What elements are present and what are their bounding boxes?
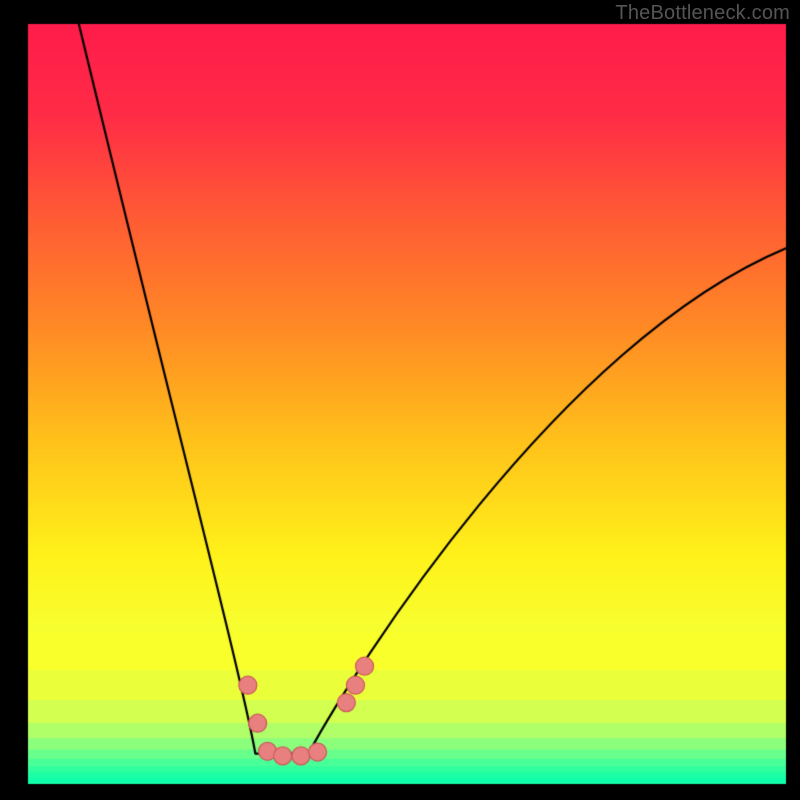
- watermark-label: TheBottleneck.com: [615, 2, 790, 25]
- chart-container: TheBottleneck.com: [0, 0, 800, 800]
- bottleneck-curve-chart: [0, 0, 800, 800]
